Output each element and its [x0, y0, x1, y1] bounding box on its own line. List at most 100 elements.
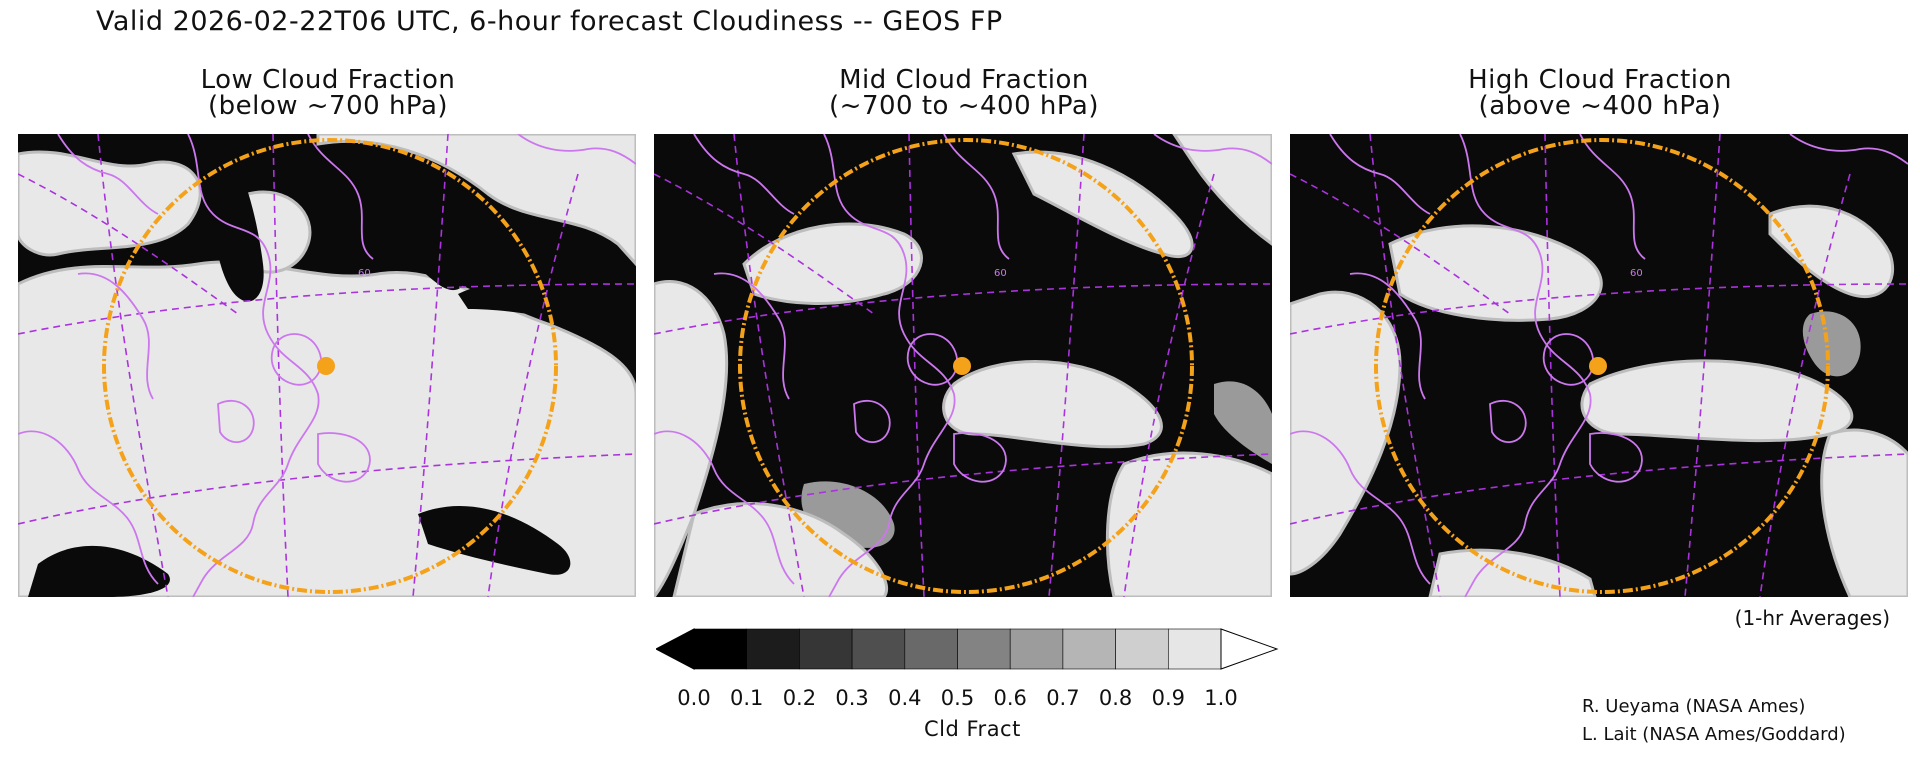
range-ring	[738, 138, 1194, 594]
location-marker	[317, 357, 335, 375]
cloud-region-dense	[1172, 134, 1272, 246]
cloud-region-dense	[672, 502, 889, 597]
cloud-region-moderate	[1214, 381, 1272, 464]
lat-lon-grid	[1290, 134, 1908, 597]
coastline	[77, 272, 154, 400]
graticule-line	[18, 173, 239, 315]
latitude-label: 60	[994, 268, 1007, 279]
coastline	[187, 134, 320, 597]
colorbar-tick-labels: 0.0 0.1 0.2 0.3 0.4 0.5 0.6 0.7 0.8 0.9 1.0	[677, 686, 1274, 712]
cloud-region-dense	[742, 222, 923, 305]
graticule-line	[1048, 134, 1085, 597]
graticule-line	[18, 453, 636, 525]
graticule-line	[1290, 453, 1908, 525]
coastline	[57, 134, 159, 215]
panel-title-high-line2: (above ~400 hPa)	[1478, 91, 1722, 121]
colorbar-tick-label: 0.4	[888, 686, 922, 710]
panel-title-high: High Cloud Fraction (above ~400 hPa)	[1290, 67, 1910, 119]
colorbar-bin-7	[1062, 628, 1116, 670]
colorbar-tick-label: 0.5	[940, 686, 975, 710]
panel-title-high-line1: High Cloud Fraction	[1468, 65, 1732, 95]
graticule-line	[1544, 134, 1561, 597]
coastline	[18, 430, 159, 585]
graticule-line	[412, 134, 449, 597]
colorbar-tick-label: 1.0	[1204, 686, 1238, 710]
cloud-region-clear	[348, 174, 465, 291]
coastline	[317, 432, 371, 483]
graticule-line	[1369, 134, 1441, 597]
coastline	[853, 399, 891, 444]
map-panel-high: 60	[1290, 134, 1908, 597]
cloud-region-dense	[18, 150, 202, 257]
graticule-line	[1290, 283, 1908, 335]
graticule-line	[1123, 173, 1215, 597]
colorbar-bin-2	[799, 628, 853, 670]
graticule-line	[908, 134, 925, 597]
location-marker	[953, 357, 971, 375]
colorbar-tick-label: 0.1	[729, 686, 764, 710]
cloud-region-clear	[458, 283, 599, 325]
coastline	[693, 134, 795, 215]
colorbar-bin-3	[851, 628, 906, 670]
colorbar-bin-1	[746, 628, 800, 670]
colorbar-bin-9	[1167, 628, 1222, 670]
lat-lon-grid	[18, 134, 636, 597]
coastline	[713, 272, 790, 400]
coastline	[906, 333, 959, 386]
range-ring	[102, 138, 558, 594]
graticule-line	[654, 173, 875, 315]
cloud-region-clear	[198, 154, 264, 302]
panel-title-mid: Mid Cloud Fraction (~700 to ~400 hPa)	[654, 67, 1274, 119]
cloud-region-dense	[1820, 428, 1908, 597]
map-panel-mid: 60	[654, 134, 1272, 597]
coastline	[654, 430, 795, 585]
coastline	[823, 134, 956, 597]
graticule-line	[97, 134, 169, 597]
coastline	[1789, 134, 1908, 165]
colorbar-tick-label: 0.9	[1151, 686, 1185, 710]
lat-lon-grid	[654, 134, 1272, 597]
panel-title-low-line2: (below ~700 hPa)	[207, 91, 449, 121]
colorbar-label: Cld Fract	[924, 717, 1021, 741]
coastline	[217, 399, 255, 444]
coastline	[1329, 134, 1431, 215]
coastline	[1579, 134, 1646, 260]
colorbar-bin-5	[957, 628, 1011, 670]
credit-line-2: L. Lait (NASA Ames/Goddard)	[1582, 724, 1846, 745]
colorbar-tick-label: 0.8	[1098, 686, 1133, 710]
cloud-region-dense	[316, 134, 636, 267]
cloud-region-clear	[1620, 251, 1663, 307]
location-marker	[1589, 357, 1607, 375]
credit-line-1: R. Ueyama (NASA Ames)	[1582, 696, 1806, 717]
panel-title-mid-line2: (~700 to ~400 hPa)	[829, 91, 1099, 121]
colorbar-tick-label: 0.7	[1046, 686, 1080, 710]
coastlines	[654, 134, 1272, 597]
coastline	[1290, 430, 1431, 585]
coastline	[1489, 399, 1527, 444]
coastlines	[18, 134, 636, 597]
graticule-line	[1290, 173, 1511, 315]
graticule-line	[18, 283, 636, 335]
graticule-line	[1684, 134, 1721, 597]
colorbar-over-triangle	[1220, 628, 1279, 670]
coastlines	[1290, 134, 1908, 597]
cloud-region-dense	[1105, 451, 1272, 597]
panel-title-low: Low Cloud Fraction (below ~700 hPa)	[18, 67, 638, 119]
colorbar-tick-label: 0.0	[677, 686, 711, 710]
cloud-region-dense	[1768, 204, 1895, 299]
latitude-label: 60	[358, 268, 371, 279]
cloud-region-moderate	[1802, 311, 1861, 377]
coastline	[1349, 272, 1426, 400]
colorbar-tick-label: 0.3	[835, 686, 869, 710]
colorbar-bin-8	[1115, 628, 1169, 670]
cloud-region-clear	[28, 545, 170, 597]
graticule-line	[272, 134, 289, 597]
graticule-line	[1759, 173, 1851, 597]
cloud-region-dense	[942, 360, 1163, 449]
coastline	[1589, 432, 1643, 483]
colorbar	[654, 625, 1296, 677]
averaging-note: (1-hr Averages)	[1734, 606, 1890, 630]
graticule-line	[487, 173, 579, 597]
panel-title-low-line1: Low Cloud Fraction	[200, 65, 456, 95]
coastline	[270, 333, 323, 386]
